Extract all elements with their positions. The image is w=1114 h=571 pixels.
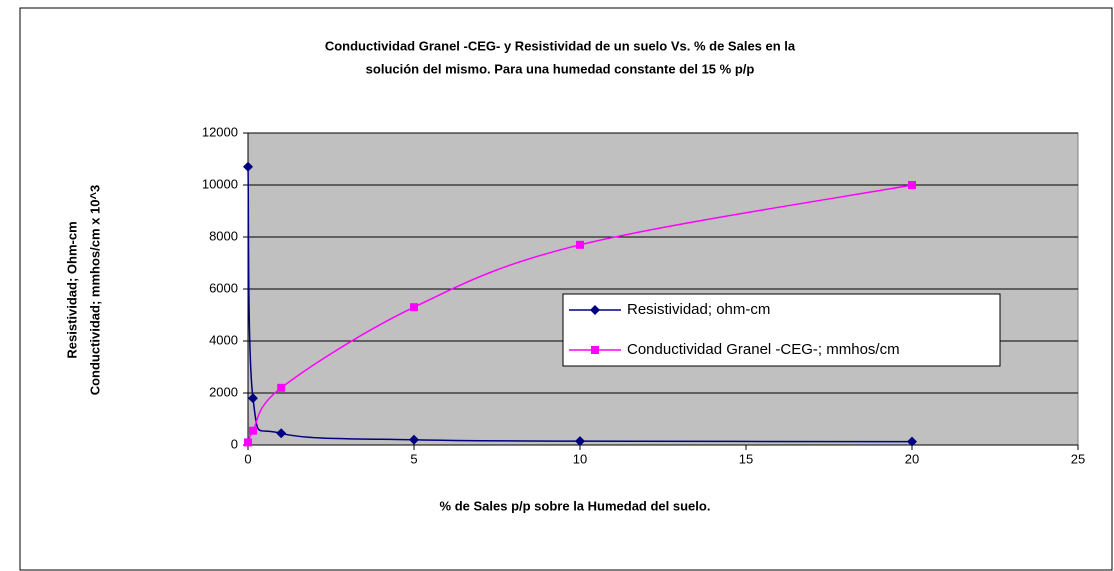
x-tick-label: 5 (410, 451, 417, 466)
data-point (410, 303, 418, 312)
y-tick-label: 12000 (202, 124, 238, 139)
y-axis-label: Conductividad; mmhos/cm x 10^3 (87, 185, 102, 396)
x-tick-label: 0 (244, 451, 251, 466)
y-tick-label: 8000 (209, 228, 238, 243)
data-point (243, 161, 253, 172)
data-point (244, 438, 252, 447)
legend (562, 293, 1001, 367)
y-tick-label: 10000 (202, 176, 238, 191)
chart-title: Conductividad Granel -CEG- y Resistivida… (325, 38, 796, 53)
data-point (576, 240, 584, 249)
x-tick-label: 25 (1071, 451, 1085, 466)
legend-label: Conductividad Granel -CEG-; mmhos/cm (627, 341, 900, 358)
data-point (247, 393, 258, 404)
data-point (575, 436, 585, 447)
data-point (409, 434, 419, 445)
legend-marker (590, 305, 600, 315)
data-point (908, 181, 916, 189)
y-tick-label: 4000 (209, 332, 238, 347)
y-tick-label: 0 (231, 436, 238, 451)
x-tick-label: 20 (905, 451, 919, 466)
data-point (277, 383, 286, 392)
y-tick-label: 6000 (209, 280, 238, 295)
chart-title: solución del mismo. Para una humedad con… (366, 61, 755, 76)
x-tick-label: 10 (573, 451, 587, 466)
data-point (907, 436, 917, 447)
legend-marker (591, 346, 599, 354)
y-tick-label: 2000 (209, 384, 238, 399)
x-axis-label: % de Sales p/p sobre la Humedad del suel… (440, 498, 711, 513)
y-axis-label: Resistividad; Ohm-cm (64, 221, 79, 358)
data-point (276, 428, 287, 439)
data-point (248, 426, 257, 435)
series-line (247, 166, 913, 443)
x-tick-label: 15 (739, 451, 753, 466)
legend-label: Resistividad; ohm-cm (627, 301, 770, 318)
